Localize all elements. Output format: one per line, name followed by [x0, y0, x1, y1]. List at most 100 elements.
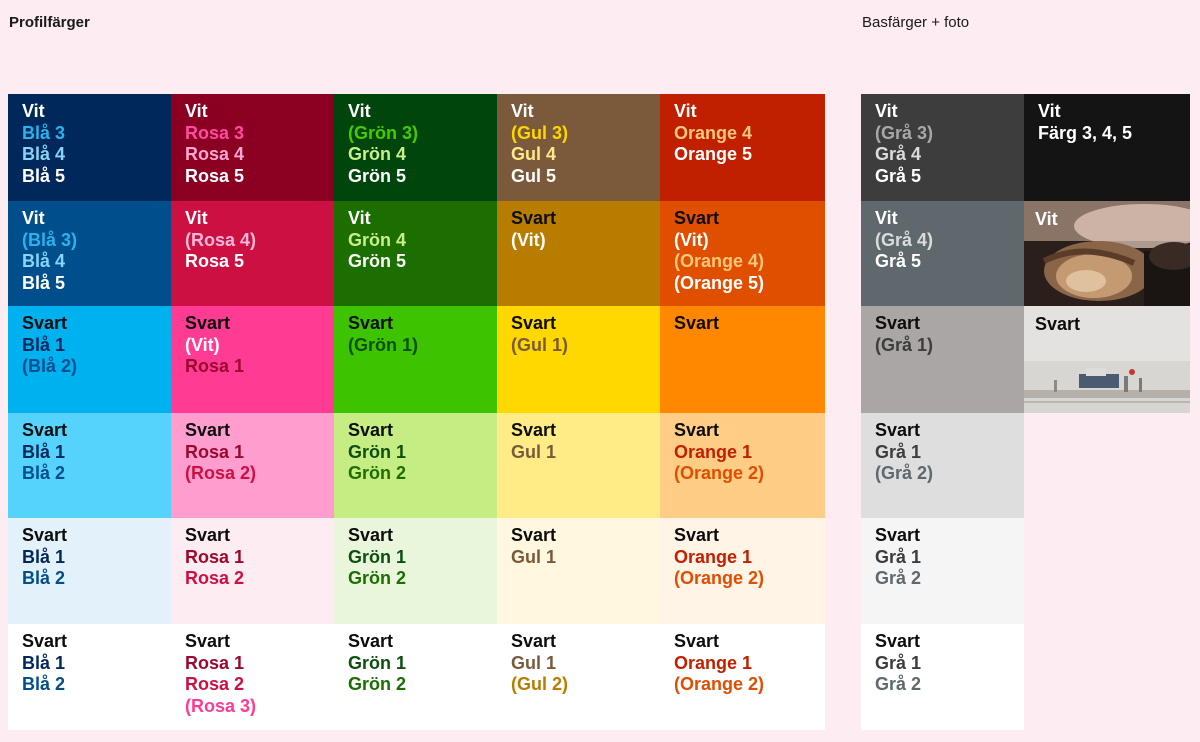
- swatch-label: Blå 5: [22, 165, 66, 186]
- swatch-label: (Orange 2): [674, 463, 765, 483]
- swatch-label: Gul 1: [511, 546, 557, 567]
- swatch-gra-3: Svart (Grå 1): [861, 306, 1024, 413]
- swatch-label: Vit: [1038, 101, 1061, 121]
- swatch-label: (Grå 3): [875, 122, 934, 143]
- swatch-orange-2: Svart (Vit) (Orange 4) (Orange 5): [660, 201, 825, 306]
- swatch-orange-5: Svart Orange 1 (Orange 2): [660, 518, 825, 624]
- swatch-gul-6: Svart Gul 1 (Gul 2): [497, 624, 660, 730]
- swatch-label: Rosa 5: [185, 251, 245, 271]
- section-heading-profilfarger: Profilfärger: [9, 14, 90, 31]
- swatch-label: Svart: [511, 208, 557, 228]
- swatch-label: Grön 4: [348, 229, 407, 250]
- photo-swatch-2: Vit: [1024, 201, 1190, 306]
- swatch-label: (Vit): [674, 229, 709, 250]
- swatch-label: Grön 5: [348, 251, 407, 271]
- swatch-label: Svart: [674, 525, 720, 545]
- swatch-label: Svart: [185, 631, 231, 651]
- swatch-label: Vit: [348, 208, 371, 228]
- swatch-gra-2: Vit (Grå 4) Grå 5: [861, 201, 1024, 306]
- swatch-label: Grön 2: [348, 568, 407, 588]
- swatch-label: Svart: [875, 313, 921, 333]
- swatch-label: Rosa 4: [185, 144, 245, 164]
- swatch-label: Orange 5: [674, 144, 753, 164]
- swatch-label: Grön 2: [348, 463, 407, 483]
- swatch-label: Vit: [348, 101, 371, 121]
- swatch-gra-6: Svart Grå 1 Grå 2: [861, 624, 1024, 730]
- swatch-orange-4: Svart Orange 1 (Orange 2): [660, 413, 825, 518]
- swatch-label: (Vit): [511, 229, 546, 250]
- swatch-label: Svart: [348, 525, 394, 545]
- swatch-label: Svart: [875, 420, 921, 440]
- swatch-label: Svart: [348, 420, 394, 440]
- swatch-label: (Orange 2): [674, 674, 765, 694]
- swatch-label: Vit: [1035, 209, 1058, 229]
- swatch-label: Orange 1: [674, 441, 753, 462]
- swatch-gul-1: Vit (Gul 3) Gul 4 Gul 5: [497, 94, 660, 201]
- swatch-label: Grå 1: [875, 652, 922, 673]
- swatch-label: Grå 1: [875, 441, 922, 462]
- swatch-label: Svart: [22, 313, 68, 333]
- swatch-label: (Rosa 2): [185, 463, 257, 483]
- swatch-gron-6: Svart Grön 1 Grön 2: [334, 624, 497, 730]
- swatch-bla-1: Vit Blå 3 Blå 4 Blå 5: [8, 94, 171, 201]
- swatch-label: Gul 1: [511, 441, 557, 462]
- swatch-label: Rosa 5: [185, 165, 245, 186]
- swatch-label: Blå 2: [22, 463, 66, 483]
- swatch-gra-1: Vit (Grå 3) Grå 4 Grå 5: [861, 94, 1024, 201]
- swatch-label: Grå 1: [875, 546, 922, 567]
- swatch-bla-5: Svart Blå 1 Blå 2: [8, 518, 171, 624]
- swatch-label: Blå 2: [22, 674, 66, 694]
- swatch-label: Svart: [674, 313, 720, 333]
- swatch-label: Svart: [348, 313, 394, 333]
- swatch-rosa-3: Svart (Vit) Rosa 1: [171, 306, 334, 413]
- swatch-label: Grön 5: [348, 165, 407, 186]
- swatch-label: Rosa 1: [185, 441, 245, 462]
- swatch-label: (Orange 4): [674, 251, 765, 271]
- photo-swatch-1: Vit Färg 3, 4, 5: [1024, 94, 1190, 201]
- swatch-label: Vit: [22, 101, 45, 121]
- swatch-rosa-6: Svart Rosa 1 Rosa 2 (Rosa 3): [171, 624, 334, 730]
- swatch-label: Orange 4: [674, 122, 753, 143]
- swatch-label: Orange 1: [674, 652, 753, 673]
- swatch-gul-5: Svart Gul 1: [497, 518, 660, 624]
- swatch-label: Blå 4: [22, 251, 66, 271]
- swatch-label: Blå 1: [22, 334, 66, 355]
- swatch-rosa-2: Vit (Rosa 4) Rosa 5: [171, 201, 334, 306]
- swatch-label: Grön 4: [348, 144, 407, 164]
- swatch-label: Vit: [875, 101, 898, 121]
- swatch-gron-5: Svart Grön 1 Grön 2: [334, 518, 497, 624]
- swatch-label: Grön 1: [348, 546, 407, 567]
- swatch-label: Gul 4: [511, 144, 557, 164]
- swatch-label: (Blå 2): [22, 356, 78, 376]
- swatch-label: (Orange 5): [674, 272, 765, 293]
- swatch-bla-2: Vit (Blå 3) Blå 4 Blå 5: [8, 201, 171, 306]
- swatch-gron-2: Vit Grön 4 Grön 5: [334, 201, 497, 306]
- swatch-label: Svart: [348, 631, 394, 651]
- swatch-orange-3: Svart: [660, 306, 825, 413]
- swatch-label: Grå 4: [875, 144, 922, 164]
- swatch-label: (Grön 3): [348, 122, 418, 143]
- swatch-gul-4: Svart Gul 1: [497, 413, 660, 518]
- swatch-label: Grå 2: [875, 674, 922, 694]
- swatch-rosa-5: Svart Rosa 1 Rosa 2: [171, 518, 334, 624]
- section-heading-basfarger-foto: Basfärger + foto: [862, 14, 970, 31]
- swatch-label: Rosa 3: [185, 122, 245, 143]
- swatch-rosa-1: Vit Rosa 3 Rosa 4 Rosa 5: [171, 94, 334, 201]
- swatch-label: Svart: [22, 420, 68, 440]
- swatch-bla-3: Svart Blå 1 (Blå 2): [8, 306, 171, 413]
- swatch-label: Grå 5: [875, 251, 922, 271]
- swatch-gra-4: Svart Grå 1 (Grå 2): [861, 413, 1024, 518]
- swatch-label: Blå 5: [22, 272, 66, 293]
- swatch-label: (Blå 3): [22, 229, 78, 250]
- swatch-label: Svart: [185, 420, 231, 440]
- swatch-label: (Gul 3): [511, 122, 568, 143]
- swatch-label: (Gul 1): [511, 334, 568, 355]
- swatch-label: Svart: [22, 525, 68, 545]
- swatch-label: Vit: [185, 208, 208, 228]
- swatch-label: Svart: [185, 525, 231, 545]
- swatch-label: Blå 4: [22, 144, 66, 164]
- swatch-label: Grå 5: [875, 165, 922, 186]
- swatch-label: Vit: [674, 101, 697, 121]
- swatch-label: Svart: [511, 313, 557, 333]
- swatch-label: Svart: [1035, 314, 1081, 334]
